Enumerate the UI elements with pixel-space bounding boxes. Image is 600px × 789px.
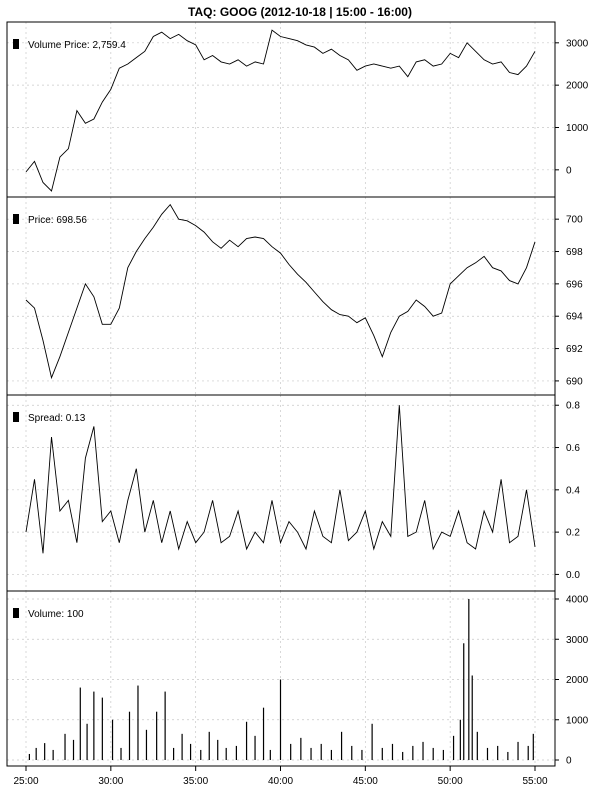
panel-spread: 0.0 0.2 0.4 0.6 0.8 Spread: 0.13: [6, 394, 580, 592]
x-tick-label: 40:00: [268, 776, 293, 787]
panel-price-ytick-label: 692: [566, 344, 583, 355]
panel-price-ytick-label: 696: [566, 279, 583, 290]
panel-spread-ytick-label: 0.6: [566, 443, 580, 454]
panel-volume-ytick-label: 2000: [566, 675, 589, 686]
legend-marker-icon: [13, 39, 19, 49]
x-tick-label: 25:00: [13, 776, 38, 787]
legend-marker-icon: [13, 608, 19, 618]
legend-marker-icon: [13, 214, 19, 224]
panel-spread-frame: [6, 394, 556, 592]
chart-title: TAQ: GOOG (2012-10-18 | 15:00 - 16:00): [188, 5, 412, 19]
panel-spread-ytick-label: 0.0: [566, 570, 580, 581]
panel-spread-ytick-label: 0.8: [566, 401, 580, 412]
panel-volume-ytick-label: 4000: [566, 595, 589, 606]
panel-spread-legend: Spread: 0.13: [28, 413, 86, 424]
x-tick-label: 50:00: [438, 776, 463, 787]
x-tick-label: 55:00: [522, 776, 547, 787]
panel-volume-ytick-label: 0: [566, 756, 572, 767]
panel-price-frame: [6, 196, 556, 396]
x-tick-label: 30:00: [98, 776, 123, 787]
panel-volume-price-legend: Volume Price: 2,759.4: [28, 40, 126, 51]
panel-volume-price-ytick-label: 2000: [566, 81, 589, 92]
panel-volume-legend: Volume: 100: [28, 609, 84, 620]
x-tick-label: 45:00: [353, 776, 378, 787]
panel-spread-ytick-label: 0.4: [566, 485, 580, 496]
panel-volume-price-ytick-label: 3000: [566, 38, 589, 49]
panel-volume-ytick-label: 1000: [566, 715, 589, 726]
panel-price-legend: Price: 698.56: [28, 215, 87, 226]
panel-spread-series-line: [25, 405, 536, 554]
panel-volume-price-ytick-label: 1000: [566, 123, 589, 134]
panel-volume-ytick-label: 3000: [566, 635, 589, 646]
panel-volume-price-series-line: [25, 29, 536, 192]
panel-price-ytick-label: 700: [566, 215, 583, 226]
panel-price-ytick-label: 690: [566, 376, 583, 387]
panel-price-ytick-label: 698: [566, 247, 583, 258]
panel-volume-price-ytick-label: 0: [566, 165, 572, 176]
panel-price: 690 692 694 696 698 700 Price: 698.56: [6, 196, 583, 396]
panel-spread-ytick-label: 0.2: [566, 528, 580, 539]
chart-panels: 0 1000 2000 3000 Volume Price: 2,759.4 690 692…: [6, 21, 589, 767]
panel-price-ytick-label: 694: [566, 312, 583, 323]
panel-volume: 0 1000 2000 3000 4000 Volume: 100: [6, 590, 589, 767]
legend-marker-icon: [13, 412, 19, 422]
x-tick-label: 35:00: [183, 776, 208, 787]
panel-volume-price: 0 1000 2000 3000 Volume Price: 2,759.4: [6, 21, 589, 198]
x-axis: 25:00 30:00 35:00 40:00 45:00 50:00 55:00: [13, 765, 548, 787]
panel-price-series-line: [25, 203, 536, 380]
